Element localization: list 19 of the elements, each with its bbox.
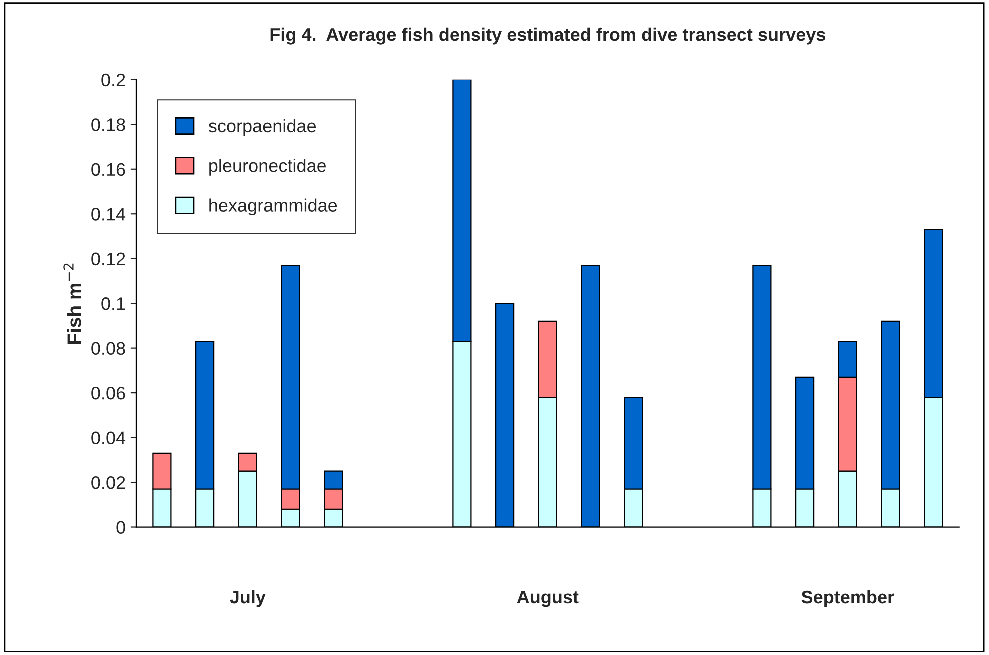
y-tick-label: 0.02 bbox=[92, 476, 126, 490]
y-tick-label: 0.04 bbox=[92, 432, 126, 445]
y-tick-label: 0.2 bbox=[102, 74, 126, 87]
y-tick-label: 0.1 bbox=[102, 298, 126, 310]
y-tick-label: 0.12 bbox=[92, 252, 126, 266]
legend-label: hexagrammidae bbox=[210, 198, 338, 216]
text: July bbox=[230, 590, 266, 608]
y-axis-title: Fish m$^{−2}$ bbox=[64, 264, 82, 344]
y-tick-label: 0.14 bbox=[92, 208, 126, 221]
y-tick-label: 0.08 bbox=[92, 342, 126, 356]
y-tick-label: 0 bbox=[116, 521, 126, 534]
text: September bbox=[802, 590, 894, 608]
y-tick-label: 0.18 bbox=[92, 118, 126, 132]
chart-title: Fig 4. Average fish density estimated from dive transect surveys bbox=[270, 28, 826, 45]
text: August bbox=[517, 591, 579, 608]
legend-label: scorpaenidae bbox=[208, 119, 316, 136]
legend-label: pleuronectidae bbox=[210, 159, 326, 176]
y-tick-label: 0.06 bbox=[92, 387, 126, 400]
y-tick-label: 0.16 bbox=[92, 163, 126, 176]
